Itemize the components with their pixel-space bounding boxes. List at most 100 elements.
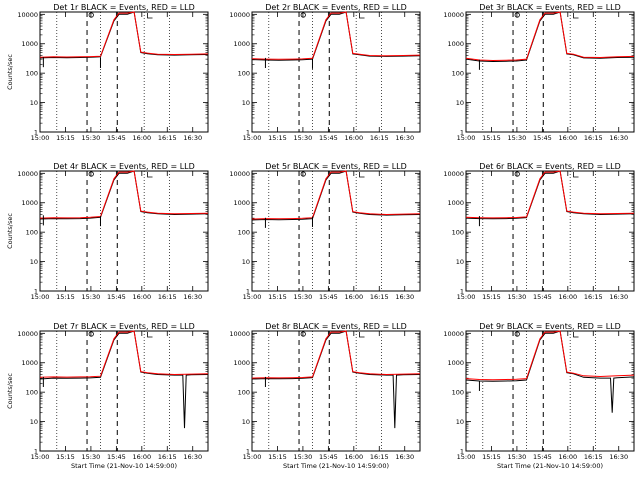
series-line-lld xyxy=(251,170,421,220)
plot-frame xyxy=(39,11,209,133)
x-tick-label: 15:30 xyxy=(508,134,527,142)
flag-marker xyxy=(514,331,520,337)
y-tick-label: 1 xyxy=(460,129,464,137)
y-tick-label: 10000 xyxy=(229,330,250,338)
x-tick-label: 15:30 xyxy=(508,293,527,301)
y-tick-label: 10000 xyxy=(443,330,464,338)
flag-marker xyxy=(300,331,306,337)
y-tick-label: 10000 xyxy=(443,170,464,178)
y-tick-label: 1000 xyxy=(233,40,250,48)
y-tick-label: 10000 xyxy=(17,330,38,338)
y-tick-label: 100 xyxy=(26,229,38,237)
plot-frame xyxy=(465,170,635,292)
y-tick-label: 10000 xyxy=(229,11,250,19)
x-tick-label: 16:15 xyxy=(370,293,389,301)
y-tick-label: 1 xyxy=(246,288,250,296)
x-tick-label: 16:30 xyxy=(395,134,414,142)
y-tick-label: 10000 xyxy=(229,170,250,178)
x-axis-label: Start Time (21-Nov-10 14:59:00) xyxy=(71,462,177,470)
flag-marker xyxy=(300,171,306,177)
series-line-events xyxy=(251,170,421,221)
x-tick-label: 16:15 xyxy=(584,134,603,142)
flag-marker xyxy=(514,171,520,177)
plot-frame xyxy=(251,11,421,133)
panel-title: Det 2r BLACK = Events, RED = LLD xyxy=(265,3,407,12)
flag-marker xyxy=(359,332,365,338)
x-tick-label: 16:30 xyxy=(609,134,628,142)
x-tick-label: 15:45 xyxy=(107,453,126,461)
panel-det-9: Det 9r BLACK = Events, RED = LLD 1 10 100 10… xyxy=(443,322,635,470)
x-tick-label: 16:15 xyxy=(370,134,389,142)
y-axis-label: Counts/sec xyxy=(6,54,14,90)
plot-frame xyxy=(465,330,635,452)
panel-det-8: Det 8r BLACK = Events, RED = LLD 1 10 100 10… xyxy=(229,322,421,470)
x-tick-label: 15:15 xyxy=(56,134,75,142)
x-tick-label: 16:30 xyxy=(395,453,414,461)
panel-det-4: Det 4r BLACK = Events, RED = LLD 1 10 100 10… xyxy=(6,162,209,301)
x-tick-label: 16:30 xyxy=(183,134,202,142)
x-tick-label: 16:00 xyxy=(344,293,363,301)
x-axis-label: Start Time (21-Nov-10 14:59:00) xyxy=(497,462,603,470)
x-tick-label: 16:30 xyxy=(183,293,202,301)
x-tick-label: 16:00 xyxy=(558,134,577,142)
flag-marker xyxy=(573,332,579,338)
x-tick-label: 15:45 xyxy=(533,134,552,142)
x-tick-label: 15:45 xyxy=(107,293,126,301)
x-tick-label: 15:00 xyxy=(243,293,262,301)
flag-marker xyxy=(359,13,365,19)
panel-title: Det 1r BLACK = Events, RED = LLD xyxy=(53,3,195,12)
y-tick-label: 10 xyxy=(30,99,38,107)
y-tick-label: 10000 xyxy=(17,11,38,19)
series-line-lld xyxy=(251,330,421,379)
series-line-events xyxy=(39,170,209,220)
x-tick-label: 15:30 xyxy=(508,453,527,461)
y-axis-label: Counts/sec xyxy=(6,373,14,409)
y-tick-label: 1 xyxy=(34,288,38,296)
plot-frame xyxy=(39,330,209,452)
x-tick-label: 15:15 xyxy=(482,134,501,142)
x-tick-label: 15:15 xyxy=(268,293,287,301)
y-tick-label: 1000 xyxy=(21,199,38,207)
series-line-events xyxy=(251,11,421,61)
x-tick-label: 16:00 xyxy=(132,293,151,301)
flag-marker xyxy=(88,171,94,177)
x-tick-label: 15:45 xyxy=(533,293,552,301)
y-tick-label: 10 xyxy=(242,258,250,266)
x-tick-label: 16:15 xyxy=(370,453,389,461)
series-line-events xyxy=(39,330,209,429)
x-tick-label: 15:15 xyxy=(268,453,287,461)
flag-marker xyxy=(514,12,520,18)
x-tick-label: 16:30 xyxy=(609,293,628,301)
x-tick-label: 15:15 xyxy=(268,134,287,142)
x-tick-label: 16:15 xyxy=(158,293,177,301)
y-tick-label: 100 xyxy=(452,229,464,237)
y-tick-label: 10 xyxy=(242,418,250,426)
y-tick-label: 1000 xyxy=(447,359,464,367)
y-tick-label: 1 xyxy=(34,129,38,137)
x-tick-label: 15:00 xyxy=(243,134,262,142)
x-tick-label: 15:45 xyxy=(319,453,338,461)
flag-marker xyxy=(147,172,153,178)
x-tick-label: 15:15 xyxy=(56,293,75,301)
x-tick-label: 16:00 xyxy=(344,453,363,461)
x-tick-label: 15:00 xyxy=(457,293,476,301)
x-tick-label: 16:00 xyxy=(558,453,577,461)
plot-frame xyxy=(251,170,421,292)
y-tick-label: 100 xyxy=(26,389,38,397)
x-tick-label: 16:15 xyxy=(158,453,177,461)
x-tick-label: 16:15 xyxy=(158,134,177,142)
flag-marker xyxy=(573,172,579,178)
x-tick-label: 15:45 xyxy=(107,134,126,142)
y-tick-label: 1 xyxy=(460,448,464,456)
x-tick-label: 15:00 xyxy=(457,134,476,142)
y-tick-label: 100 xyxy=(452,70,464,78)
x-tick-label: 15:00 xyxy=(457,453,476,461)
panel-det-6: Det 6r BLACK = Events, RED = LLD 1 10 100 10… xyxy=(443,162,635,301)
series-line-lld xyxy=(465,11,635,62)
x-tick-label: 16:30 xyxy=(183,453,202,461)
y-tick-label: 10 xyxy=(456,99,464,107)
series-line-events xyxy=(465,11,635,63)
y-tick-label: 10 xyxy=(30,418,38,426)
x-tick-label: 15:00 xyxy=(31,293,50,301)
